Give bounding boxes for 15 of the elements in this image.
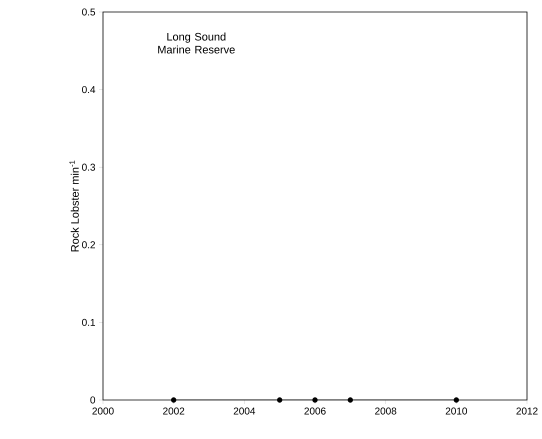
x-tick-label: 2002 (163, 408, 184, 415)
y-axis-title: Rock Lobster min$^{-1}$ (69, 160, 79, 252)
x-tick-label: 2008 (375, 408, 396, 415)
x-tick-label: 2000 (92, 408, 114, 415)
y-tick-label: 0.4 (82, 86, 96, 94)
y-tick-label: 0.5 (82, 8, 96, 16)
y-tick-label: 0 (90, 396, 96, 404)
x-tick-label: 2012 (516, 408, 538, 415)
x-tick-label: 2006 (304, 408, 326, 415)
x-tick-label: 2004 (234, 408, 256, 415)
x-tick-label: 2010 (446, 408, 468, 415)
y-tick-label: 0.1 (82, 318, 96, 326)
y-tick-label: 0.3 (82, 164, 96, 171)
y-tick-label: 0.2 (82, 241, 96, 248)
annotation: Long Sound Marine Reserve (158, 32, 235, 54)
